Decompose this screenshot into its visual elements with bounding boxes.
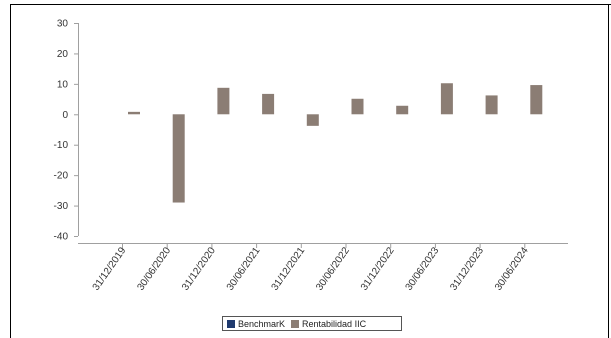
- legend-label-benchmark: BenchmarK: [238, 318, 286, 329]
- bar-rentabilidad: [172, 114, 185, 203]
- bar-rentabilidad: [530, 85, 543, 115]
- legend-swatch-benchmark: [227, 319, 235, 328]
- x-tick-label: 30/06/2021: [225, 245, 263, 293]
- x-tick-label: 30/06/2023: [404, 245, 442, 293]
- y-tick-label: 0: [62, 110, 68, 121]
- y-tick-label: -40: [54, 232, 69, 243]
- x-tick-label: 31/12/2021: [270, 245, 308, 293]
- bar-rentabilidad: [306, 114, 319, 126]
- y-tick-label: -10: [54, 140, 69, 151]
- bar-rentabilidad: [128, 111, 140, 115]
- x-tick-label: 31/12/2019: [91, 245, 129, 293]
- bar-rentabilidad: [396, 105, 409, 115]
- y-tick-label: -30: [54, 201, 69, 212]
- x-tick-label: 31/12/2022: [359, 245, 397, 293]
- legend-entry-rentabilidad: Rentabilidad IIC: [291, 319, 366, 329]
- y-axis-ticks: 30 20 10 0 -10 -20 -30 -40: [54, 19, 78, 243]
- x-tick-label: 30/06/2020: [135, 245, 173, 293]
- x-tick-label: 30/06/2024: [493, 245, 531, 293]
- bar-series: [128, 83, 543, 203]
- x-axis-ticks: 31/12/2019 30/06/2020 31/12/2020 30/06/2021…: [91, 243, 531, 293]
- bar-rentabilidad: [217, 87, 230, 115]
- y-tick-label: -20: [54, 171, 69, 182]
- y-tick-label: 30: [57, 19, 69, 30]
- y-tick-label: 20: [57, 49, 69, 60]
- y-tick-label: 10: [57, 79, 69, 90]
- legend: BenchmarK Rentabilidad IIC: [222, 316, 402, 331]
- legend-label-rentabilidad: Rentabilidad IIC: [302, 318, 367, 329]
- x-tick-label: 30/06/2022: [314, 245, 352, 293]
- x-tick-label: 31/12/2020: [180, 245, 218, 293]
- bar-rentabilidad: [485, 95, 498, 115]
- bar-rentabilidad: [440, 83, 453, 115]
- legend-swatch-rentabilidad: [291, 319, 300, 328]
- x-tick-label: 31/12/2023: [448, 245, 486, 293]
- legend-entry-benchmark: BenchmarK: [227, 319, 285, 329]
- bar-rentabilidad: [351, 98, 364, 115]
- bar-rentabilidad: [262, 93, 275, 115]
